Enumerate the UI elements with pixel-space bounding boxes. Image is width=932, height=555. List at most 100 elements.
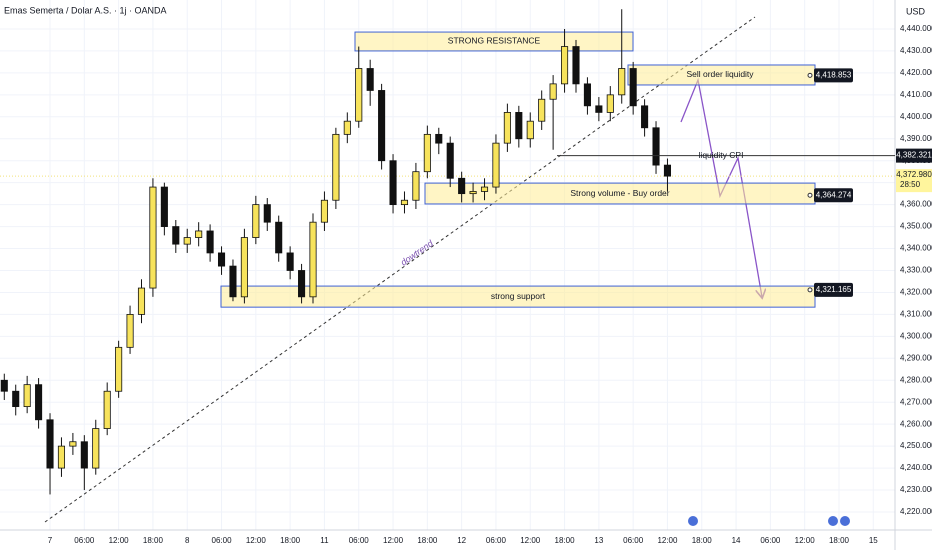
candle-body: [320, 199, 328, 223]
candle-body: [298, 270, 306, 298]
candle-body: [458, 177, 466, 195]
x-tick-label: 7: [48, 536, 53, 545]
level-tag-label: 4,364.274: [816, 190, 852, 199]
candle-body: [137, 287, 146, 315]
plot-area: dowtrend: [0, 9, 895, 523]
candle-body: [641, 105, 649, 129]
candle-body: [332, 133, 340, 201]
level-marker: [807, 287, 813, 293]
candle-body: [103, 390, 111, 429]
candle-body: [503, 112, 511, 144]
candle-body: [526, 120, 534, 140]
y-tick-label: 4,340.000: [900, 244, 932, 253]
event-icon: [828, 516, 838, 526]
y-tick-label: 4,360.000: [900, 200, 932, 209]
candle-body: [12, 390, 20, 408]
y-tick-label: 4,330.000: [900, 266, 932, 275]
x-tick-label: 06:00: [74, 536, 95, 545]
event-icons: [688, 516, 850, 526]
candle-body: [35, 384, 43, 421]
candle-body: [378, 90, 386, 162]
candle-body: [0, 379, 8, 392]
level-marker: [807, 72, 813, 78]
x-tick-label: 12:00: [383, 536, 404, 545]
candle-body: [229, 265, 237, 298]
candle-body: [183, 237, 191, 245]
candle-body: [606, 94, 614, 113]
candle-body: [561, 46, 569, 85]
candle-body: [663, 164, 672, 177]
zone-label: Strong volume - Buy order: [570, 188, 669, 198]
level-tag-label: 4,418.853: [816, 71, 852, 80]
x-tick-label: 18:00: [417, 536, 438, 545]
candle-body: [263, 204, 271, 223]
candle-body: [92, 428, 100, 469]
y-tick-label: 4,430.000: [900, 46, 932, 55]
candle-body: [115, 346, 123, 392]
x-tick-label: 13: [594, 536, 603, 545]
candle-body: [355, 68, 363, 122]
cpi-tag-label: 4,382.321: [896, 151, 932, 160]
y-tick-label: 4,230.000: [900, 485, 932, 494]
candle-body: [400, 199, 409, 206]
y-tick-label: 4,410.000: [900, 90, 932, 99]
candle-body: [275, 221, 283, 254]
cpi-tag: [896, 148, 932, 163]
candle-body: [435, 133, 443, 144]
y-tick-label: 4,220.000: [900, 507, 932, 516]
y-tick-label: 4,440.000: [900, 24, 932, 33]
candle-body: [515, 112, 523, 140]
last-price-label: 4,372.980: [896, 170, 932, 179]
candle-body: [446, 142, 454, 179]
candle-body: [217, 252, 226, 267]
candle-body: [412, 171, 420, 201]
event-icon: [840, 516, 850, 526]
candle-body: [80, 441, 88, 469]
x-tick-label: 06:00: [760, 536, 781, 545]
candle-body: [23, 384, 31, 408]
candle-body: [389, 160, 397, 206]
candle-body: [69, 441, 77, 447]
x-tick-label: 18:00: [829, 536, 850, 545]
candle-body: [126, 313, 134, 348]
level-tag: [814, 188, 853, 203]
candle-body: [423, 133, 431, 173]
candle-body: [57, 445, 66, 469]
level-tag: [814, 282, 853, 297]
candle-body: [309, 221, 317, 298]
level-marker: [807, 192, 813, 198]
y-tick-label: 4,390.000: [900, 134, 932, 143]
candle-body: [549, 83, 557, 100]
x-tick-label: 06:00: [212, 536, 233, 545]
x-tick-label: 15: [869, 536, 878, 545]
candle-body: [572, 46, 580, 85]
candle-body: [160, 186, 168, 227]
x-tick-label: 18:00: [692, 536, 713, 545]
x-tick-label: 11: [320, 536, 329, 545]
candle-body: [343, 120, 351, 135]
y-tick-label: 4,320.000: [900, 288, 932, 297]
candle-body: [366, 68, 374, 91]
x-tick-label: 12: [457, 536, 466, 545]
level-tag: [814, 68, 853, 83]
x-tick-label: 06:00: [623, 536, 644, 545]
x-tick-label: 18:00: [280, 536, 301, 545]
x-tick-label: 06:00: [486, 536, 507, 545]
y-tick-label: 4,260.000: [900, 419, 932, 428]
candle-body: [492, 142, 500, 188]
candle-body: [629, 68, 637, 107]
candle-body: [240, 237, 248, 298]
x-tick-label: 18:00: [143, 536, 164, 545]
y-tick-label: 4,240.000: [900, 463, 932, 472]
chart-title: Emas Semerta / Dolar A.S. · 1j · OANDA: [4, 5, 167, 15]
x-tick-label: 12:00: [657, 536, 678, 545]
candle-body: [195, 230, 203, 238]
x-tick-label: 18:00: [555, 536, 576, 545]
level-tag-label: 4,321.165: [816, 285, 852, 294]
candle-body: [172, 226, 180, 245]
zone-label: Sell order liquidity: [686, 69, 754, 79]
candle-body: [480, 186, 489, 192]
y-tick-label: 4,250.000: [900, 441, 932, 450]
last-price-tag: [896, 169, 932, 193]
